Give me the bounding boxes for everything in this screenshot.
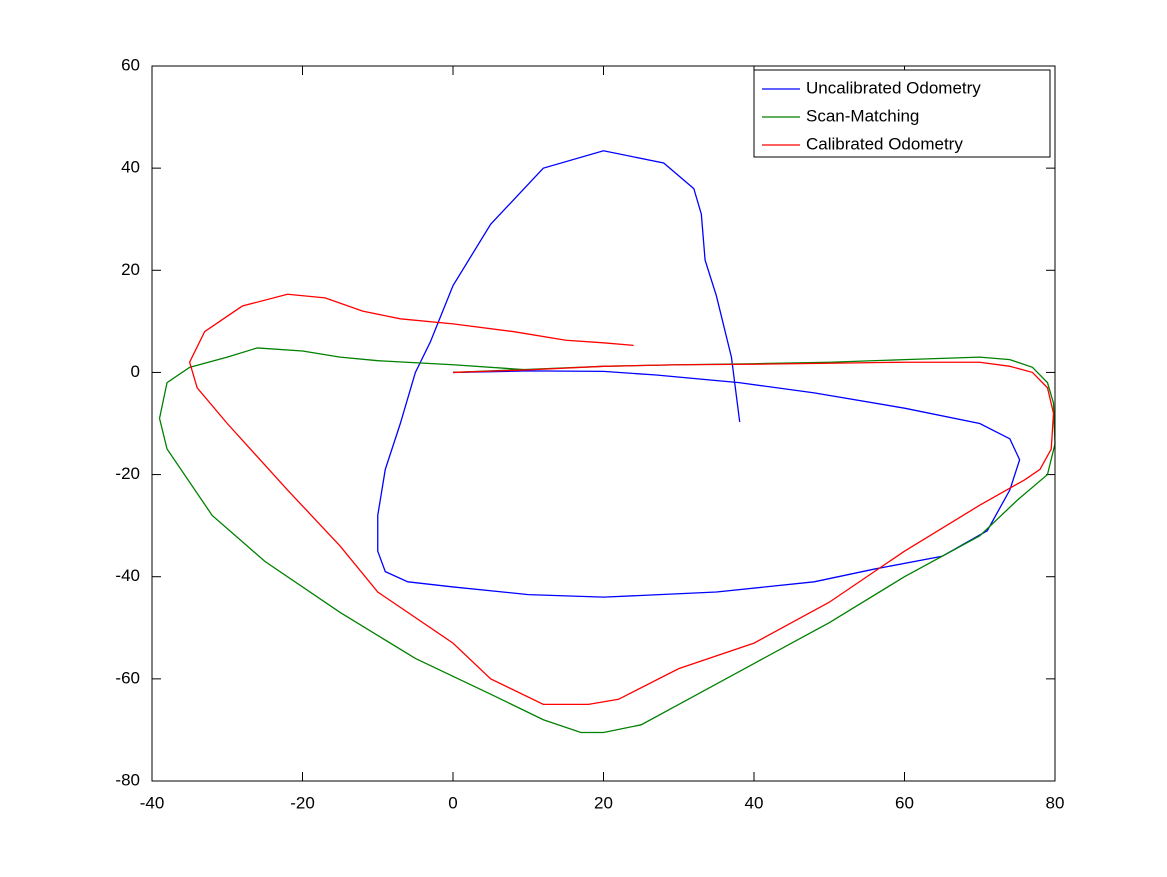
plot-frame	[151, 65, 1056, 782]
legend-label: Scan-Matching	[806, 106, 919, 125]
y-tick-label: -80	[115, 770, 140, 789]
legend-box	[753, 69, 1051, 158]
y-tick-label: 20	[121, 260, 140, 279]
series-line	[377, 150, 1021, 598]
y-tick-label: 40	[121, 158, 140, 177]
x-tick-label: -40	[140, 793, 165, 812]
series-line	[188, 293, 1055, 706]
y-tick-label: -20	[115, 464, 140, 483]
y-tick-label: 60	[121, 55, 140, 74]
legend-label: Uncalibrated Odometry	[806, 78, 981, 97]
y-tick-label: 0	[131, 362, 140, 381]
x-tick-label: 60	[895, 793, 914, 812]
x-tick-label: 80	[1046, 793, 1065, 812]
y-tick-label: -40	[115, 566, 140, 585]
x-tick-label: 0	[448, 793, 457, 812]
x-tick-label: 20	[594, 793, 613, 812]
x-tick-label: 40	[745, 793, 764, 812]
x-tick-label: -20	[290, 793, 315, 812]
legend-label: Calibrated Odometry	[806, 134, 963, 153]
series-line	[158, 347, 1056, 734]
y-tick-label: -60	[115, 668, 140, 687]
